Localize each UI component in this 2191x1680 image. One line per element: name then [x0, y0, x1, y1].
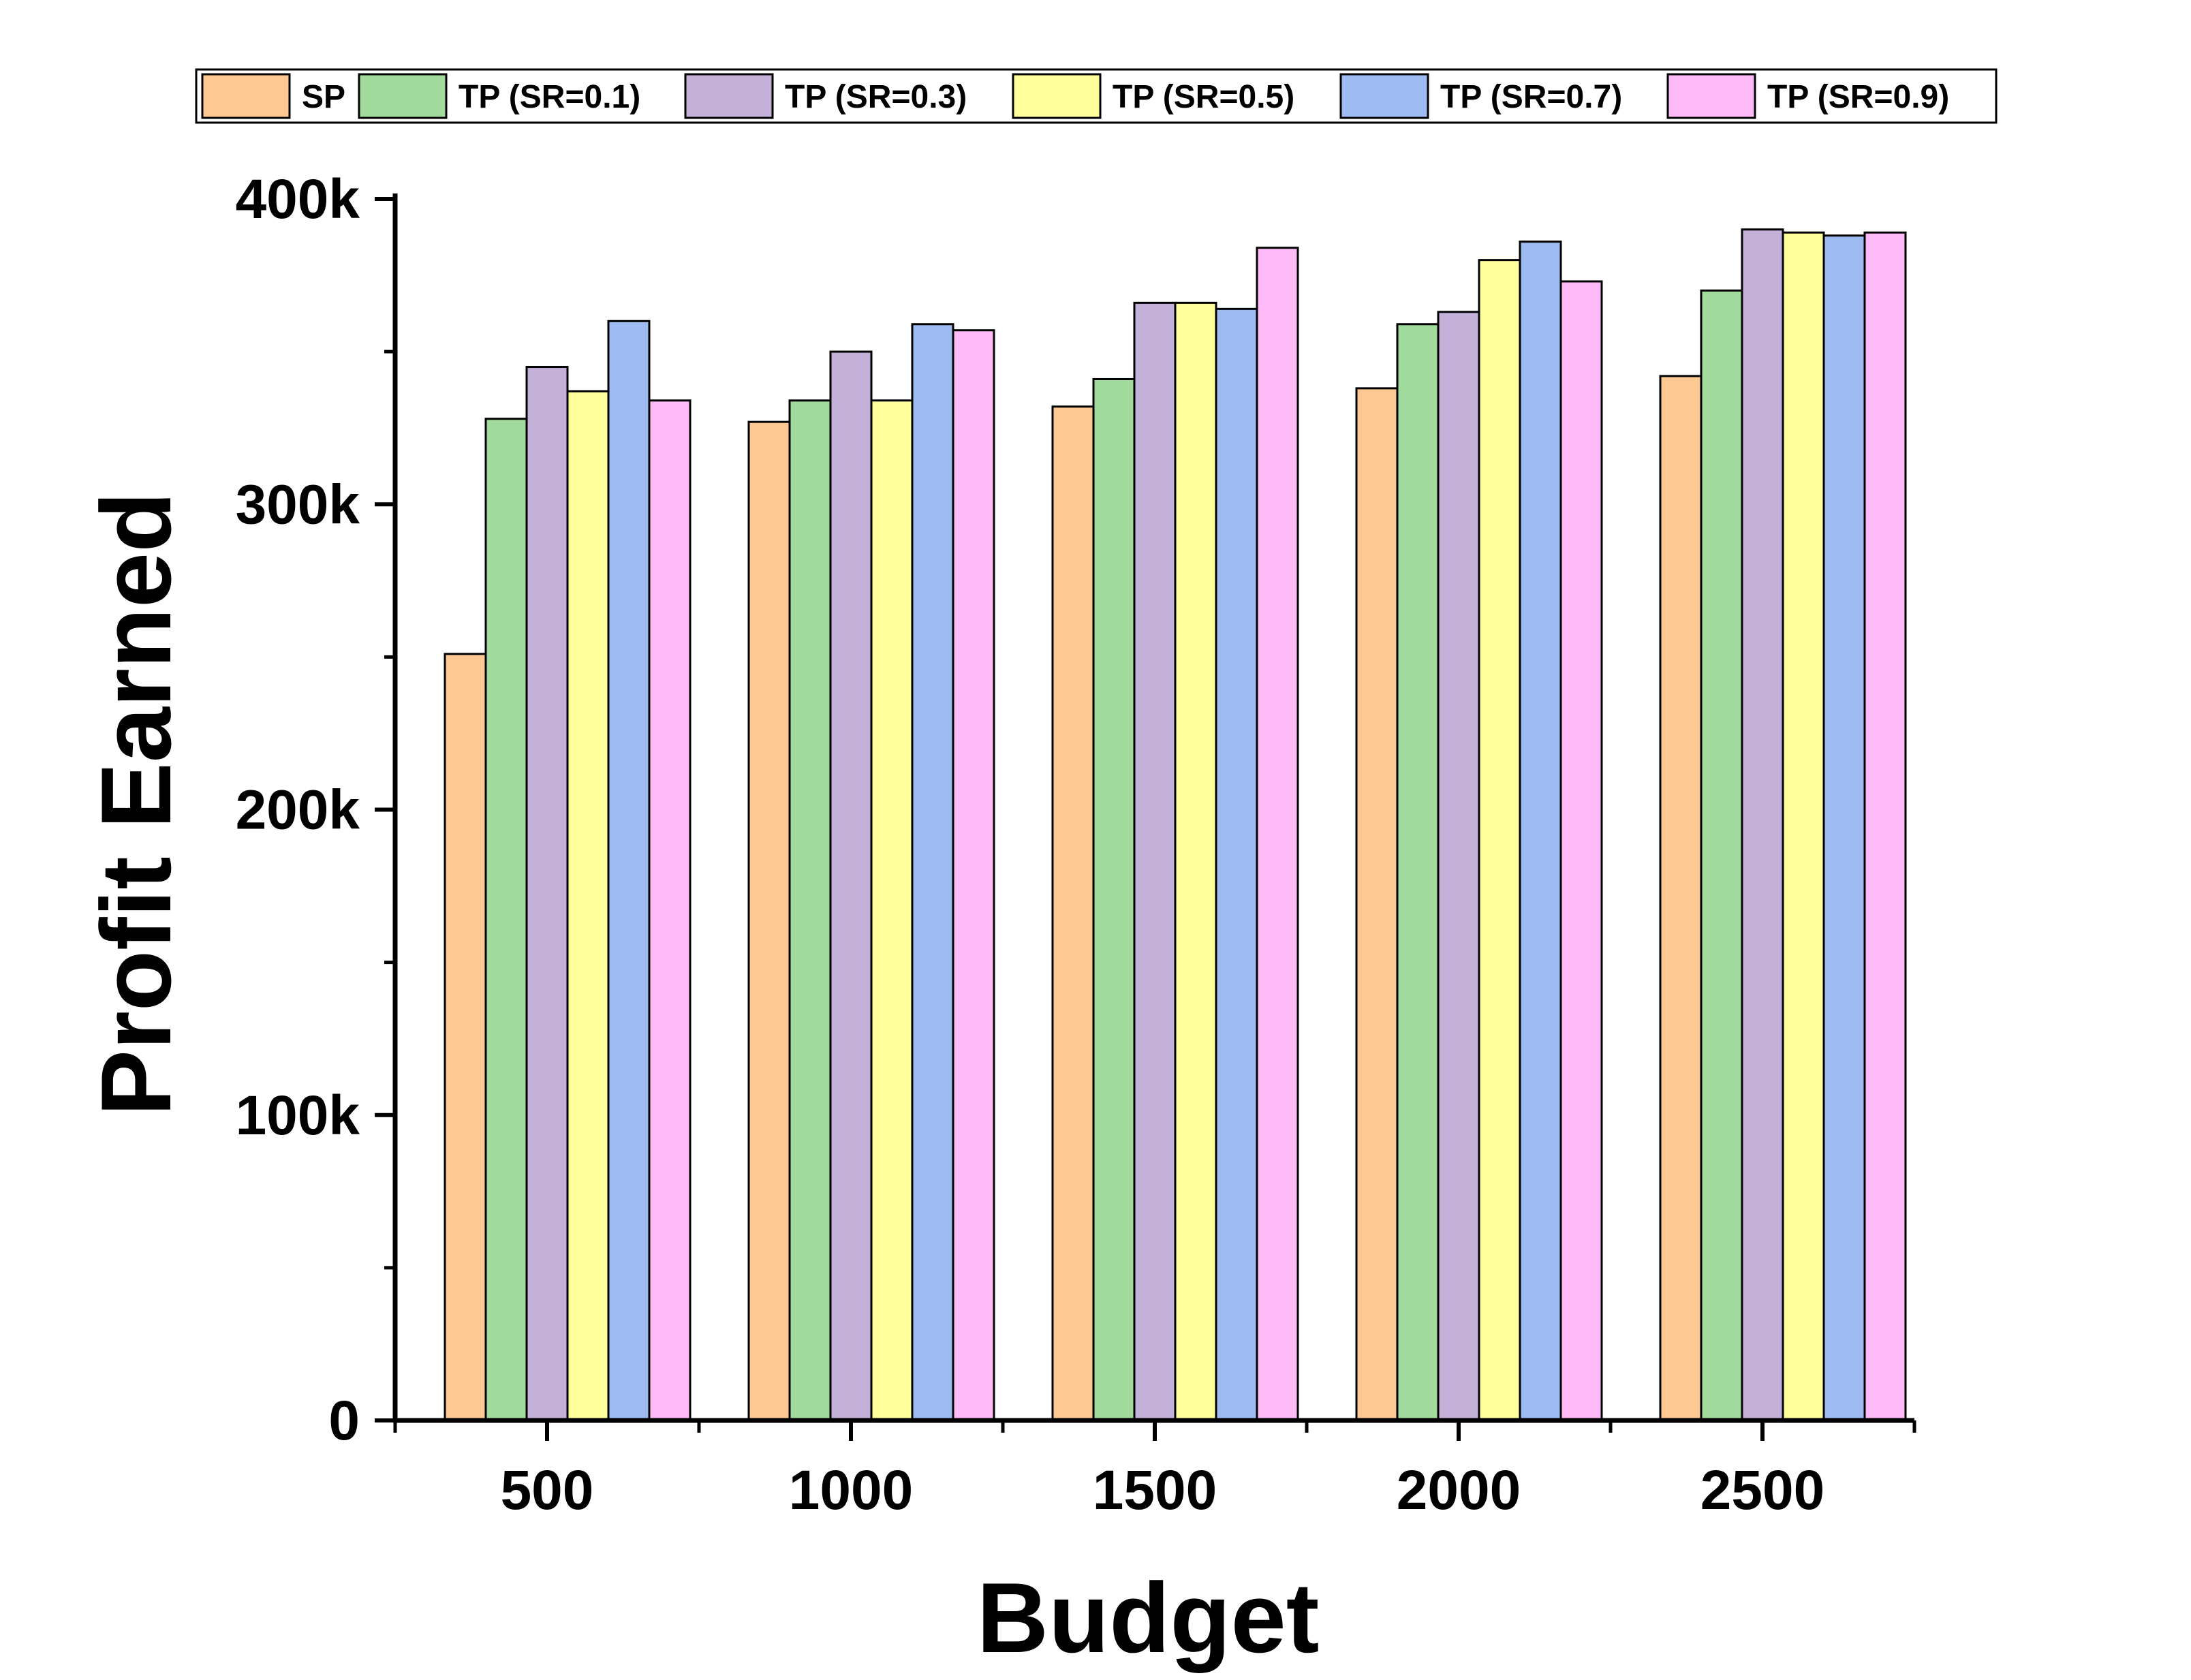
bar-tp-sr-0-9-2000: [1559, 280, 1603, 1422]
x-tick-label: 1500: [1093, 1459, 1217, 1521]
legend-swatch: [1012, 73, 1102, 119]
legend-item: TP (SR=0.9): [1666, 73, 1949, 119]
x-tick-label: 2000: [1397, 1459, 1521, 1521]
legend-label: TP (SR=0.9): [1767, 79, 1949, 115]
bar-tp-sr-0-5-500: [566, 390, 610, 1422]
bar-sp-1500: [1051, 405, 1095, 1422]
bar-sp-2000: [1355, 387, 1399, 1422]
bar-sp-500: [444, 653, 487, 1422]
legend-label: TP (SR=0.7): [1440, 79, 1622, 115]
bar-tp-sr-0-7-500: [607, 320, 651, 1422]
bar-sp-2500: [1659, 375, 1703, 1422]
bar-tp-sr-0-7-1500: [1215, 307, 1258, 1422]
bar-tp-sr-0-7-2500: [1822, 234, 1866, 1422]
bar-tp-sr-0-5-2000: [1478, 259, 1521, 1422]
x-tick-label: 2500: [1700, 1459, 1824, 1521]
bar-tp-sr-0-9-1500: [1256, 247, 1299, 1422]
x-axis-title: Budget: [977, 1562, 1320, 1673]
legend-label: SP: [302, 79, 345, 115]
bar-tp-sr-0-1-1500: [1092, 377, 1136, 1422]
bar-tp-sr-0-7-2000: [1519, 240, 1562, 1422]
bar-tp-sr-0-3-2000: [1437, 311, 1480, 1422]
y-tick-label: 100k: [236, 1085, 360, 1147]
legend-item: TP (SR=0.7): [1339, 73, 1622, 119]
bar-tp-sr-0-7-1000: [911, 323, 954, 1422]
y-tick-label: 300k: [236, 473, 360, 535]
bar-tp-sr-0-9-2500: [1863, 231, 1907, 1422]
legend-item: TP (SR=0.3): [684, 73, 967, 119]
bar-tp-sr-0-3-2500: [1741, 228, 1784, 1422]
bar-tp-sr-0-9-1000: [952, 329, 995, 1422]
legend-swatch: [358, 73, 448, 119]
y-axis-title: Profit Earned: [80, 492, 191, 1117]
legend-swatch: [1339, 73, 1429, 119]
legend: SP TP (SR=0.1) TP (SR=0.3) TP (SR=0.5) TP (S…: [195, 68, 1998, 124]
x-tick-label: 1000: [789, 1459, 913, 1521]
legend-label: TP (SR=0.1): [459, 79, 640, 115]
legend-item: SP: [201, 73, 345, 119]
legend-item: TP (SR=0.1): [358, 73, 640, 119]
bar-tp-sr-0-3-1500: [1133, 301, 1177, 1422]
bar-tp-sr-0-3-1000: [829, 350, 873, 1422]
bar-tp-sr-0-9-500: [648, 399, 692, 1422]
legend-swatch: [1666, 73, 1756, 119]
x-tick-label: 500: [501, 1459, 594, 1521]
y-tick-label: 200k: [236, 779, 360, 841]
bar-tp-sr-0-1-500: [484, 418, 528, 1422]
bar-sp-1000: [747, 420, 791, 1422]
bar-tp-sr-0-1-1000: [788, 399, 832, 1422]
legend-swatch: [201, 73, 291, 119]
axes: 0 100k 200k 300k 400k 500 1000 1500 2000 2500: [236, 168, 1916, 1521]
legend-label: TP (SR=0.5): [1113, 79, 1294, 115]
legend-item: TP (SR=0.5): [1012, 73, 1294, 119]
bar-tp-sr-0-1-2500: [1700, 289, 1743, 1422]
bar-tp-sr-0-5-1000: [870, 399, 914, 1422]
y-tick-label: 0: [328, 1390, 360, 1452]
bar-tp-sr-0-5-2500: [1782, 231, 1825, 1422]
legend-swatch: [684, 73, 774, 119]
y-tick-label: 400k: [236, 168, 360, 230]
bar-tp-sr-0-1-2000: [1396, 323, 1440, 1422]
bars: [444, 228, 1907, 1422]
legend-label: TP (SR=0.3): [785, 79, 967, 115]
bar-tp-sr-0-3-500: [525, 366, 569, 1422]
bar-tp-sr-0-5-1500: [1174, 301, 1217, 1422]
